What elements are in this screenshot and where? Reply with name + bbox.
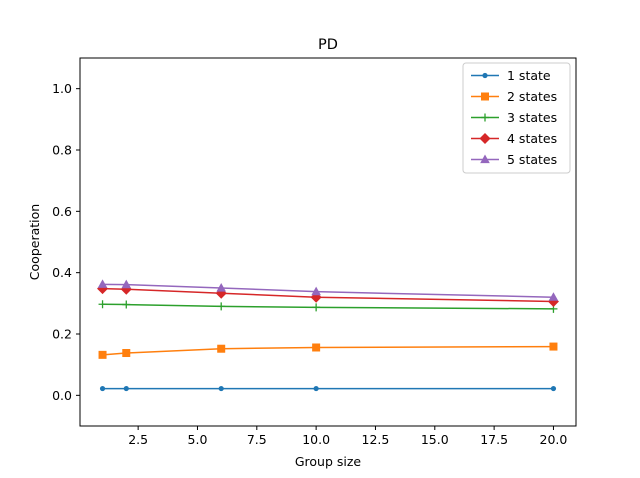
data-point (312, 343, 321, 352)
y-tick-label: 1.0 (52, 81, 72, 96)
legend-marker (480, 154, 490, 164)
data-point (313, 385, 319, 392)
y-tick-label: 0.6 (52, 204, 72, 219)
x-tick-label: 17.5 (480, 432, 508, 447)
legend-item: 5 states (471, 152, 557, 167)
data-point (549, 342, 558, 351)
y-tick-label: 0.4 (52, 265, 72, 280)
legend-item: 2 states (471, 89, 557, 104)
data-point (548, 292, 559, 301)
series-1 (99, 385, 557, 392)
y-tick-label: 0.8 (52, 143, 72, 158)
x-axis-label: Group size (295, 454, 362, 469)
legend-item: 1 state (471, 68, 551, 83)
data-point (122, 349, 131, 358)
series-3 (98, 300, 558, 313)
data-point (122, 300, 131, 309)
x-tick-label: 15.0 (421, 432, 449, 447)
legend-marker (481, 113, 489, 122)
chart-title: PD (318, 37, 338, 53)
legend-item: 4 states (471, 131, 557, 146)
data-point (218, 385, 224, 392)
series-2 (98, 342, 558, 359)
data-point (98, 350, 107, 359)
legend-box (462, 62, 571, 174)
axis-ticks: 2.5 5.0 7.5 10.0 12.5 15.0 17.5 20.0 0.0 0.2 0.4 0.… (52, 81, 567, 447)
x-tick-label: 20.0 (540, 432, 568, 447)
legend-marker (481, 92, 489, 101)
legend: 1 state 2 states 3 states 4 states 5 states (462, 62, 571, 174)
plot-frame (79, 57, 577, 427)
series-layer (97, 279, 559, 392)
data-point (216, 283, 227, 292)
legend-label: 2 states (507, 89, 557, 104)
x-tick-label: 2.5 (128, 432, 148, 447)
legend-label: 1 state (507, 68, 551, 83)
y-axis-label: Cooperation (27, 204, 42, 280)
x-tick-label: 12.5 (362, 432, 390, 447)
data-point (550, 385, 557, 392)
x-tick-label: 7.5 (247, 432, 267, 447)
data-point (311, 286, 321, 296)
legend-item: 3 states (471, 110, 557, 125)
y-tick-label: 0.0 (52, 388, 72, 403)
data-point (98, 300, 107, 309)
legend-label: 3 states (507, 110, 557, 125)
x-tick-label: 5.0 (188, 432, 208, 447)
legend-marker (479, 133, 491, 144)
data-point (312, 303, 321, 312)
data-point (217, 344, 226, 353)
series-5 (97, 279, 559, 301)
data-point (97, 279, 108, 288)
x-tick-label: 10.0 (302, 432, 330, 447)
legend-marker (482, 72, 488, 79)
data-point (123, 385, 129, 392)
data-point (99, 385, 106, 392)
y-tick-label: 0.2 (52, 327, 72, 342)
legend-label: 5 states (507, 152, 557, 167)
data-point (121, 279, 132, 289)
data-point (217, 302, 226, 311)
legend-label: 4 states (507, 131, 557, 146)
